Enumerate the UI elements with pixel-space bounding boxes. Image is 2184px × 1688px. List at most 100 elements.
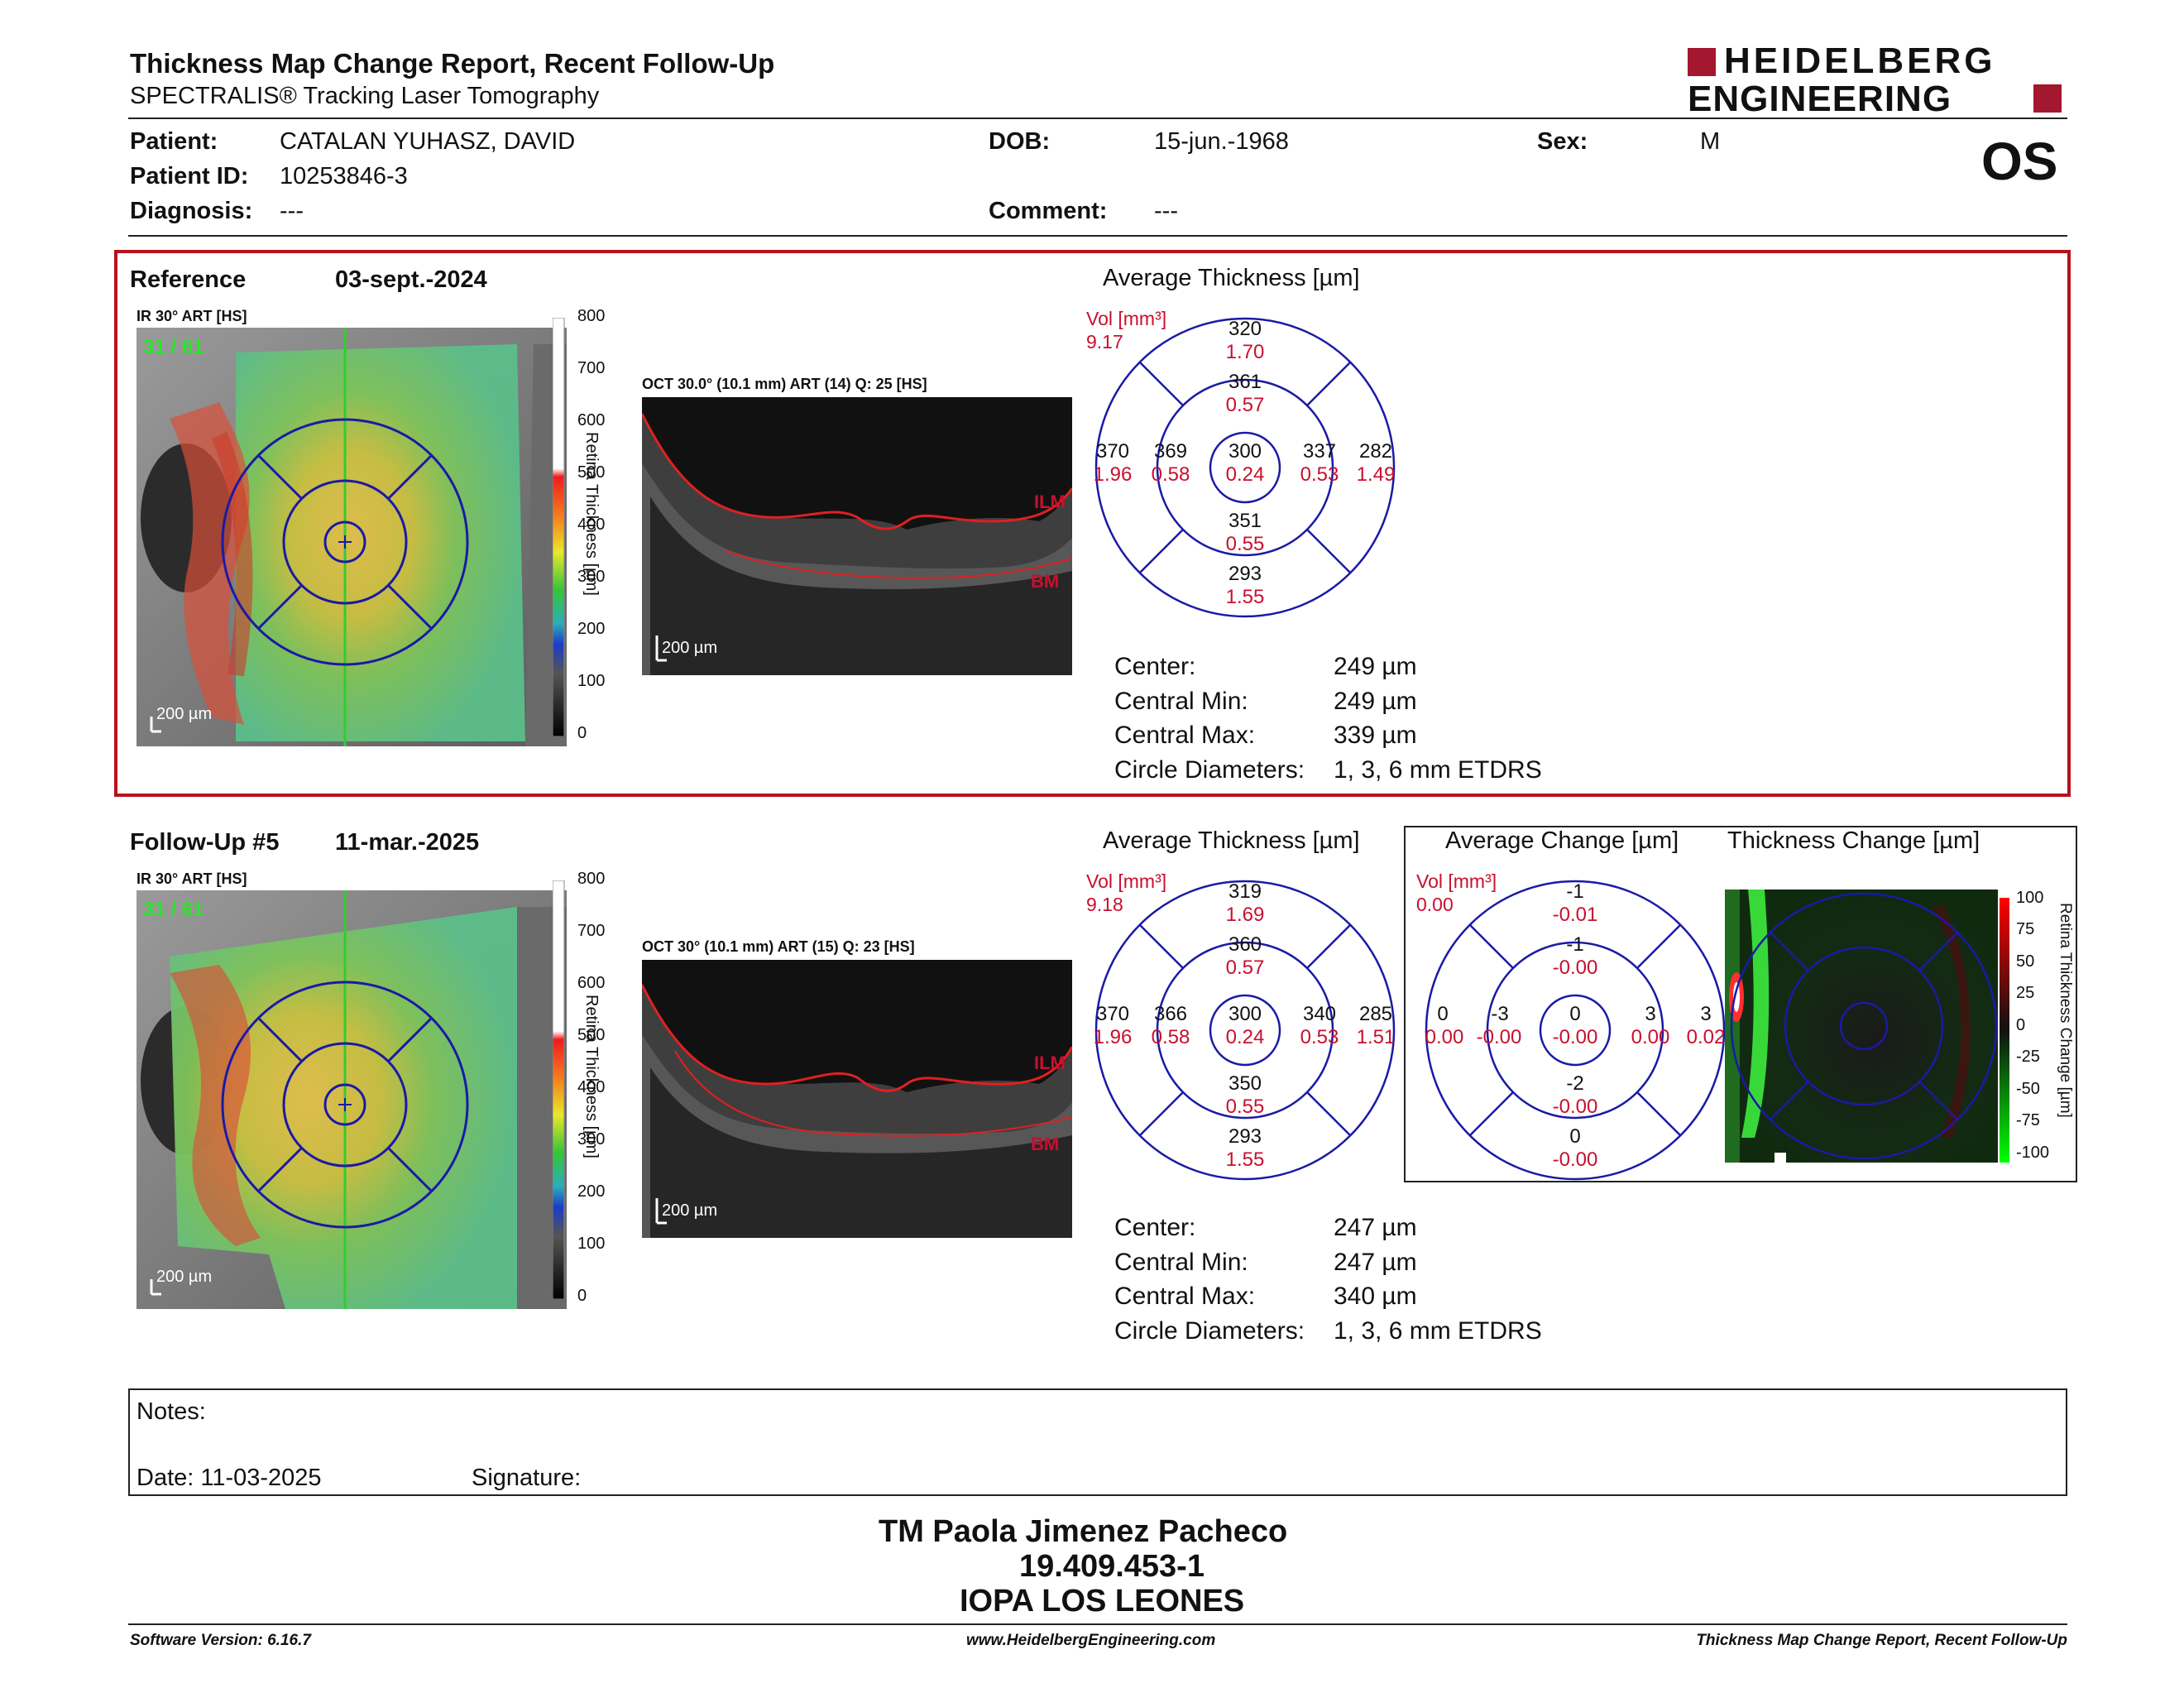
circle-diameters: 1, 3, 6 mm ETDRS — [1334, 1316, 1542, 1345]
center-thickness: 247 µm — [1334, 1214, 1417, 1241]
outer-superior-value: 320 — [1228, 318, 1262, 340]
inner-temporal-value: 369 — [1153, 440, 1188, 463]
eye-indicator: OS — [1981, 132, 2058, 191]
outer-nasal-value: 282 — [1358, 440, 1393, 463]
divider — [128, 235, 2067, 237]
change-scale-axis-label: Retina Thickness Change [µm] — [2057, 903, 2074, 1118]
bm-label: BM — [1031, 571, 1060, 592]
patient-label: Patient: — [130, 128, 218, 155]
inner-inferior-value: 351 — [1228, 510, 1262, 532]
scale-bar-label: 200 µm — [156, 1268, 213, 1286]
logo-square-top — [1688, 48, 1716, 76]
followup-oct-bscan: OCT 30° (10.1 mm) ART (15) Q: 23 [HS] IL… — [642, 938, 1074, 1238]
change-scale-tick: 75 — [2016, 920, 2035, 938]
sex-value: M — [1700, 128, 1721, 155]
reference-oct-bscan: OCT 30.0° (10.1 mm) ART (14) Q: 25 [HS] … — [642, 376, 1074, 675]
dob-value: 15-jun.-1968 — [1154, 128, 1289, 155]
inner-nasal-value: 340 — [1302, 1003, 1337, 1025]
outer-inferior-volume: 1.55 — [1225, 1149, 1265, 1171]
scale-bar-label: 200 µm — [156, 705, 213, 723]
center-value: 300 — [1228, 1003, 1262, 1025]
bm-label: BM — [1031, 1134, 1060, 1154]
inner-superior-volume: 0.57 — [1225, 394, 1265, 416]
notes-label: Notes: — [136, 1398, 206, 1425]
followup-thickness-map: IR 30° ART [HS] 31 / 61 200 µm — [136, 870, 567, 1309]
thickness-color-scale: 800 700 600 500 400 300 200 100 0 Retina… — [553, 870, 644, 1313]
scale-bar-label: 200 µm — [662, 1201, 718, 1220]
scale-tick: 0 — [577, 1287, 587, 1305]
scale-tick: 400 — [577, 1078, 606, 1096]
comment-value: --- — [1154, 198, 1178, 224]
circle-diameters-label: Circle Diameters: — [1114, 1316, 1305, 1345]
inner-superior-value: 361 — [1228, 371, 1262, 393]
inner-nasal-volume-change: 0.00 — [1631, 1026, 1670, 1048]
fundus-image — [136, 890, 567, 1309]
oct-label: OCT 30.0° (10.1 mm) ART (14) Q: 25 [HS] — [642, 376, 927, 392]
outer-temporal-value: 370 — [1095, 1003, 1130, 1025]
central-min: 247 µm — [1334, 1248, 1417, 1276]
website-link[interactable]: www.HeidelbergEngineering.com — [966, 1632, 1216, 1649]
inner-inferior-change: -2 — [1566, 1072, 1584, 1095]
scale-tick: 100 — [577, 1235, 606, 1253]
oct-image — [642, 960, 1072, 1238]
outer-temporal-change: 0 — [1437, 1003, 1449, 1025]
outer-temporal-volume: 1.96 — [1093, 1026, 1133, 1048]
reference-stats-values: 249 µm 249 µm 339 µm 1, 3, 6 mm ETDRS — [1334, 650, 1542, 787]
center-label: Center: — [1114, 1214, 1196, 1241]
divider — [128, 117, 2067, 119]
thickness-change-title: Thickness Change [µm] — [1727, 827, 1980, 854]
color-bar — [553, 318, 565, 736]
report-title: Thickness Map Change Report, Recent Foll… — [130, 48, 775, 79]
inner-superior-change: -1 — [1566, 933, 1584, 956]
scale-tick: 200 — [577, 1182, 606, 1201]
outer-superior-volume-change: -0.01 — [1552, 904, 1598, 926]
inner-temporal-value: 366 — [1153, 1003, 1188, 1025]
scale-tick: 300 — [577, 1130, 606, 1149]
ilm-label: ILM — [1034, 1053, 1066, 1073]
circle-diameters: 1, 3, 6 mm ETDRS — [1334, 755, 1542, 784]
change-scale-tick: -50 — [2016, 1080, 2040, 1098]
inner-inferior-volume-change: -0.00 — [1552, 1096, 1598, 1118]
scale-tick: 500 — [577, 463, 606, 482]
center-change: 0 — [1569, 1003, 1581, 1025]
change-scale-tick: -25 — [2016, 1048, 2040, 1066]
change-vol-value: 0.00 — [1416, 894, 1454, 915]
vol-label: Vol [mm³] — [1086, 870, 1167, 892]
color-bar — [553, 880, 565, 1299]
dob-label: DOB: — [989, 128, 1051, 155]
outer-nasal-volume-change: 0.02 — [1686, 1026, 1726, 1048]
followup-date: 11-mar.-2025 — [335, 829, 480, 856]
vol-value: 9.17 — [1086, 331, 1123, 352]
software-version: Software Version: 6.16.7 — [130, 1632, 311, 1649]
logo-square-bottom — [2033, 84, 2062, 113]
inner-nasal-change: 3 — [1645, 1003, 1656, 1025]
scale-tick: 400 — [577, 516, 606, 534]
outer-nasal-volume: 1.51 — [1356, 1026, 1396, 1048]
signature-label: Signature: — [472, 1465, 582, 1491]
outer-temporal-value: 370 — [1095, 440, 1130, 463]
footer-divider — [128, 1623, 2067, 1625]
central-max: 339 µm — [1334, 722, 1417, 749]
avg-thickness-title: Average Thickness [µm] — [1103, 265, 1360, 291]
inner-inferior-value: 350 — [1228, 1072, 1262, 1095]
change-panel — [1404, 826, 2077, 1182]
central-max-label: Central Max: — [1114, 1283, 1256, 1310]
scale-tick: 100 — [577, 672, 606, 690]
outer-superior-volume: 1.69 — [1225, 904, 1265, 926]
center-volume-change: -0.00 — [1552, 1026, 1598, 1048]
outer-superior-value: 319 — [1228, 880, 1262, 903]
outer-nasal-volume: 1.49 — [1356, 463, 1396, 486]
inner-superior-volume: 0.57 — [1225, 957, 1265, 979]
patient-id-label: Patient ID: — [130, 163, 249, 189]
followup-stats: Center: Central Min: Central Max: Circle… — [1114, 1211, 1305, 1348]
ilm-label: ILM — [1034, 492, 1066, 512]
signer-name: TM Paola Jimenez Pacheco — [879, 1514, 1288, 1549]
change-scale-tick: -75 — [2016, 1111, 2040, 1129]
reference-frame — [114, 250, 2071, 797]
notes-box[interactable] — [128, 1388, 2067, 1496]
outer-inferior-value: 293 — [1228, 1125, 1262, 1148]
thickness-color-scale: 800 700 600 500 400 300 200 100 0 Retina… — [553, 308, 644, 750]
outer-inferior-change: 0 — [1569, 1125, 1581, 1148]
center-value: 300 — [1228, 440, 1262, 463]
logo-line1: HEIDELBERG — [1724, 41, 1996, 81]
